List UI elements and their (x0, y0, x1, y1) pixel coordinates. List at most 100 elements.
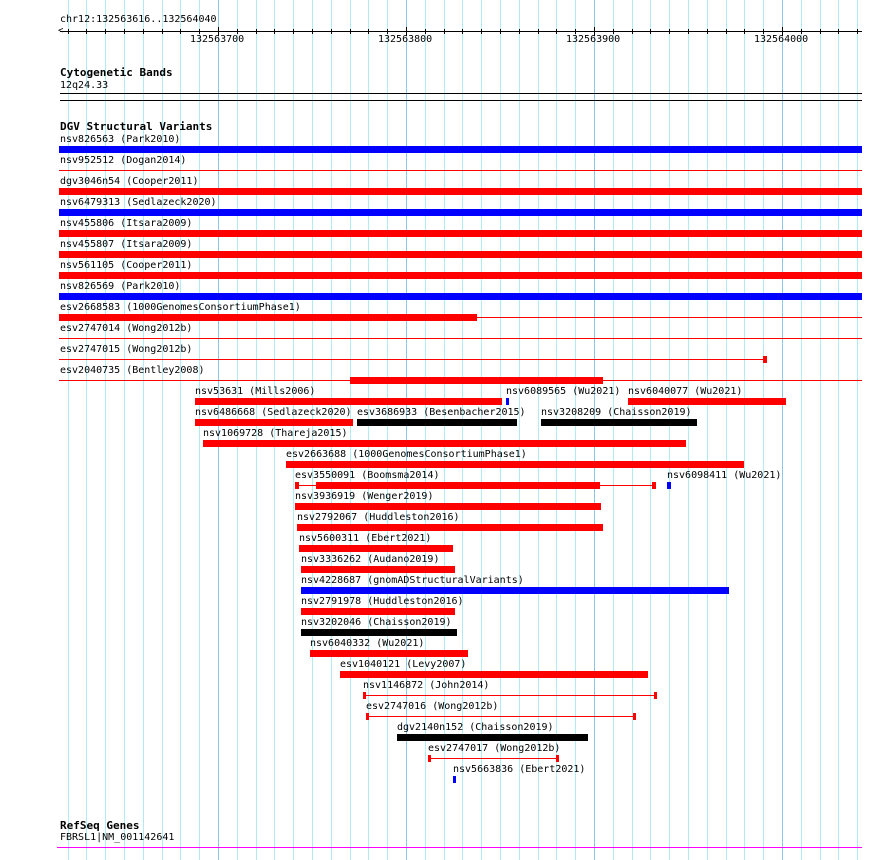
gridline (444, 0, 445, 860)
ruler-tick-label: 132563900 (566, 34, 621, 45)
variant-block (310, 650, 468, 657)
gridline (500, 0, 501, 860)
gridline (519, 0, 520, 860)
gridline (481, 0, 482, 860)
variant-block (59, 209, 862, 216)
position-label: chr12:132563616..132564040 (60, 14, 217, 25)
variant-block (627, 398, 786, 405)
variant-block (652, 482, 656, 489)
variant-block (428, 755, 432, 762)
variant-span-line (59, 338, 862, 339)
gridline (801, 0, 802, 860)
variant-label[interactable]: esv2747014 (Wong2012b) (60, 323, 193, 334)
variant-label[interactable]: esv3686933 (Besenbacher2015) (357, 407, 526, 418)
variant-label[interactable]: nsv4228687 (gnomADStructuralVariants) (301, 575, 524, 586)
variant-label[interactable]: esv2040735 (Bentley2008) (60, 365, 205, 376)
variant-block (195, 419, 354, 426)
gridline (331, 0, 332, 860)
gridline (650, 0, 651, 860)
gridline (632, 0, 633, 860)
gridline (613, 0, 614, 860)
variant-block (667, 482, 671, 489)
variant-label[interactable]: nsv6089565 (Wu2021) (506, 386, 621, 397)
variant-label[interactable]: esv2747015 (Wong2012b) (60, 344, 193, 355)
variant-block (59, 230, 862, 237)
variant-label[interactable]: esv2663688 (1000GenomesConsortiumPhase1) (286, 449, 527, 460)
variant-block (396, 734, 589, 741)
variant-span-line (428, 758, 559, 759)
gridline (274, 0, 275, 860)
variant-label[interactable]: nsv53631 (Mills2006) (195, 386, 316, 397)
variant-block (59, 188, 862, 195)
variant-label[interactable]: nsv6479313 (Sedlazeck2020) (60, 197, 217, 208)
gridline (124, 0, 125, 860)
variant-label[interactable]: nsv455806 (Itsara2009) (60, 218, 193, 229)
gridline (105, 0, 106, 860)
variant-label[interactable]: nsv3202046 (Chaisson2019) (301, 617, 452, 628)
dgv-track-title[interactable]: DGV Structural Variants (60, 120, 213, 133)
variant-label[interactable]: nsv952512 (Dogan2014) (60, 155, 187, 166)
gridline (387, 0, 388, 860)
gene-label[interactable]: FBRSL1|NM_001142641 (60, 832, 175, 843)
gridline (538, 0, 539, 860)
variant-block (59, 293, 862, 300)
variant-block (556, 755, 560, 762)
variant-label[interactable]: nsv6040332 (Wu2021) (310, 638, 425, 649)
variant-label[interactable]: nsv6486668 (Sedlazeck2020) (195, 407, 352, 418)
major-gridline (406, 0, 407, 860)
variant-label[interactable]: nsv5663836 (Ebert2021) (453, 764, 586, 775)
gridline (575, 0, 576, 860)
cytoband-track-title[interactable]: Cytogenetic Bands (60, 66, 173, 79)
gridline (86, 0, 87, 860)
variant-label[interactable]: nsv5600311 (Ebert2021) (299, 533, 432, 544)
left-arrow-icon[interactable]: < (58, 26, 64, 36)
gridline (199, 0, 200, 860)
variant-block (654, 692, 658, 699)
variant-label[interactable]: esv3550091 (Boomsma2014) (295, 470, 440, 481)
variant-label[interactable]: nsv3336262 (Audano2019) (301, 554, 440, 565)
variant-label[interactable]: dgv2140n152 (Chaisson2019) (397, 722, 554, 733)
major-gridline (782, 0, 783, 860)
gridline (143, 0, 144, 860)
gridline (180, 0, 181, 860)
gridline (462, 0, 463, 860)
variant-label[interactable]: nsv455807 (Itsara2009) (60, 239, 193, 250)
ruler-tick-label: 132563700 (190, 34, 245, 45)
variant-block (315, 482, 600, 489)
variant-block (763, 356, 767, 363)
variant-label[interactable]: esv1040121 (Levy2007) (340, 659, 467, 670)
gridline (368, 0, 369, 860)
gridline (256, 0, 257, 860)
major-gridline (218, 0, 219, 860)
variant-label[interactable]: nsv826569 (Park2010) (60, 281, 181, 292)
variant-span-line (59, 170, 862, 171)
gridline (293, 0, 294, 860)
variant-label[interactable]: dgv3046n54 (Cooper2011) (60, 176, 199, 187)
refseq-track-title[interactable]: RefSeq Genes (60, 819, 140, 832)
variant-label[interactable]: nsv1146872 (John2014) (363, 680, 490, 691)
gridline (763, 0, 764, 860)
ruler-tick-label: 132563800 (378, 34, 433, 45)
variant-label[interactable]: nsv2791978 (Huddleston2016) (301, 596, 464, 607)
variant-block (59, 314, 478, 321)
variant-span-line (59, 359, 767, 360)
variant-block (452, 776, 456, 783)
cytoband-bar[interactable] (60, 93, 862, 94)
variant-label[interactable]: nsv3936919 (Wenger2019) (295, 491, 434, 502)
variant-label[interactable]: nsv1069728 (Thareja2015) (203, 428, 348, 439)
variant-label[interactable]: nsv6040077 (Wu2021) (628, 386, 743, 397)
variant-label[interactable]: nsv2792067 (Huddleston2016) (297, 512, 460, 523)
ruler-line (60, 31, 862, 32)
variant-label[interactable]: esv2747016 (Wong2012b) (366, 701, 499, 712)
ruler-tick-label: 132564000 (754, 34, 809, 45)
variant-label[interactable]: nsv826563 (Park2010) (60, 134, 181, 145)
variant-label[interactable]: esv2668583 (1000GenomesConsortiumPhase1) (60, 302, 301, 313)
variant-label[interactable]: esv2747017 (Wong2012b) (428, 743, 561, 754)
gene-line[interactable] (57, 847, 862, 848)
variant-block (300, 587, 730, 594)
variant-label[interactable]: nsv3208209 (Chaisson2019) (541, 407, 692, 418)
variant-block (362, 692, 366, 699)
variant-label[interactable]: nsv561105 (Cooper2011) (60, 260, 193, 271)
variant-label[interactable]: nsv6098411 (Wu2021) (667, 470, 782, 481)
